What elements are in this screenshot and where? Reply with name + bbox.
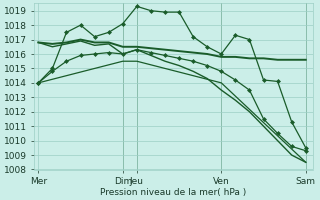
- X-axis label: Pression niveau de la mer( hPa ): Pression niveau de la mer( hPa ): [100, 188, 247, 197]
